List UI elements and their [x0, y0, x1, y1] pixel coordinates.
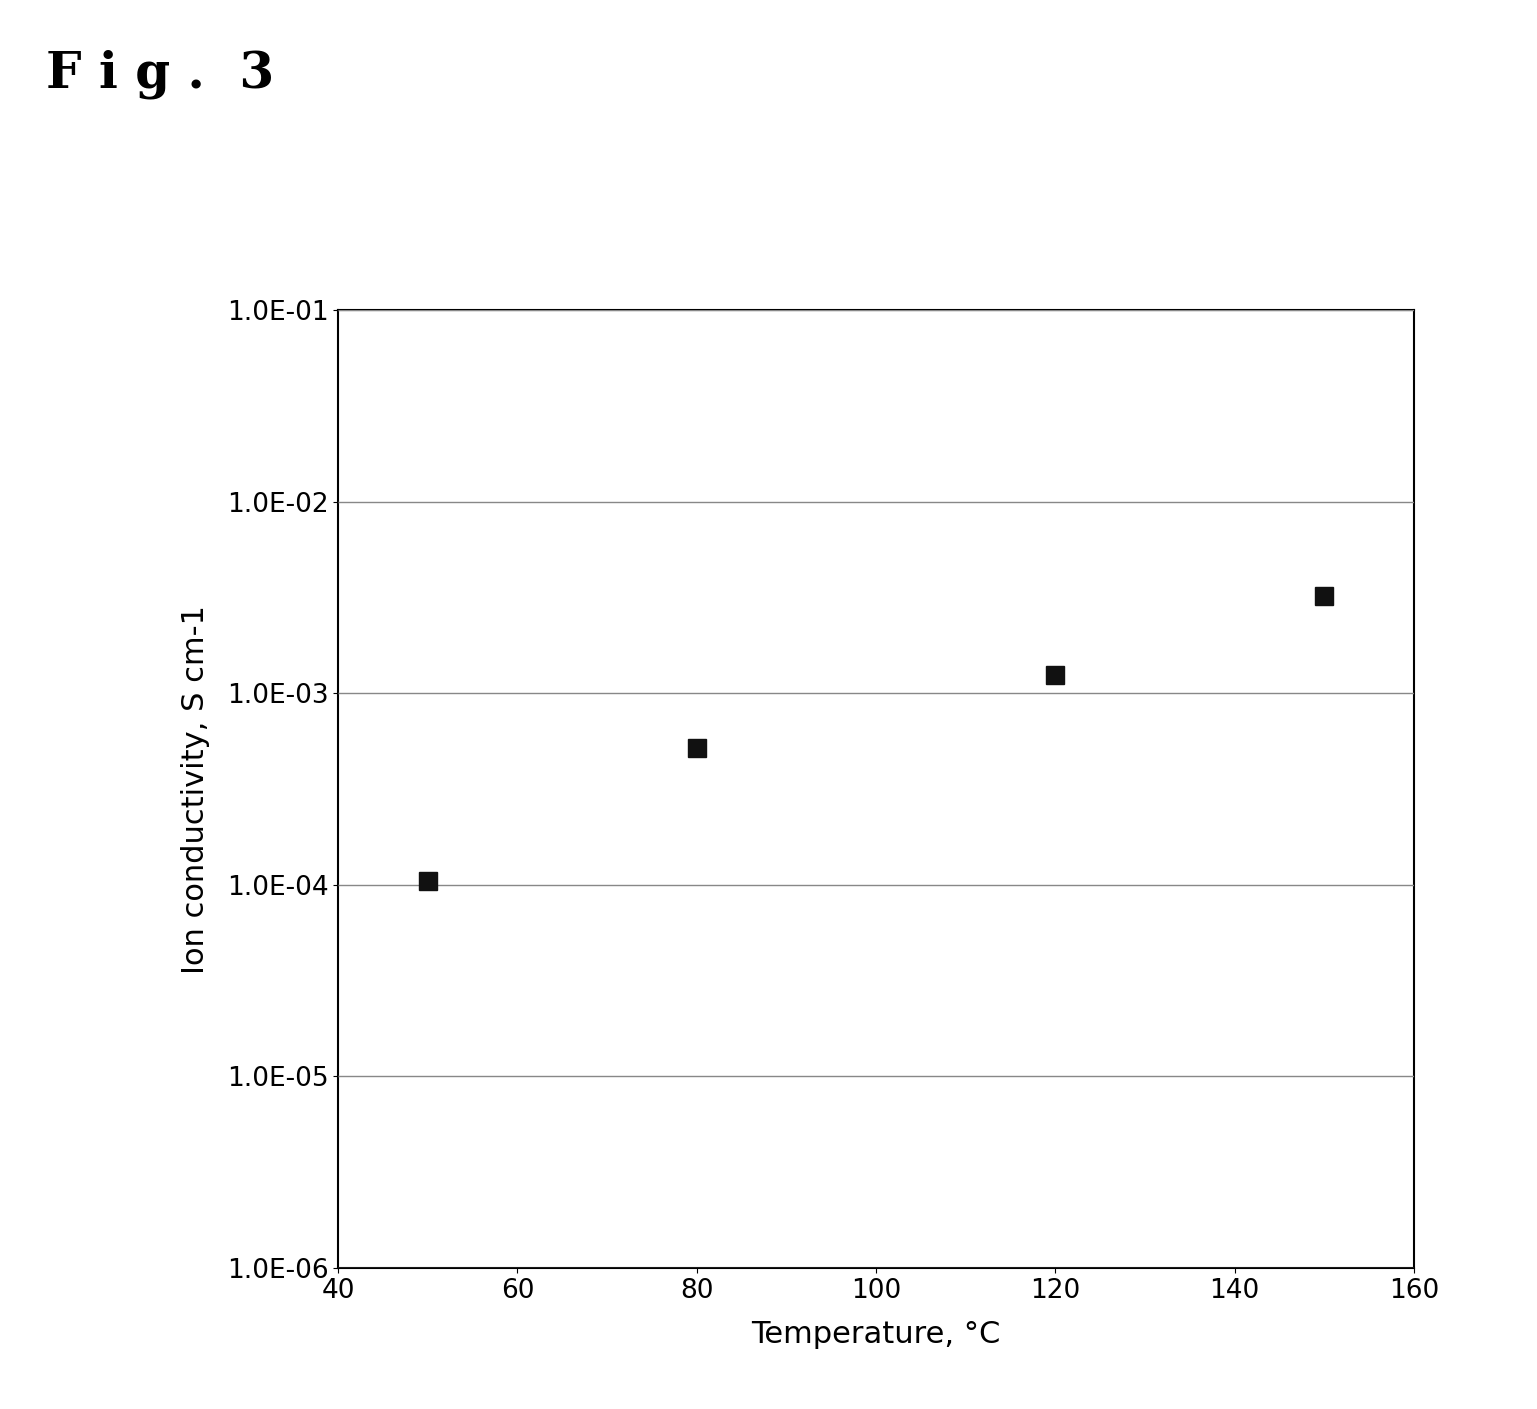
Y-axis label: Ion conductivity, S cm-1: Ion conductivity, S cm-1 [181, 604, 211, 974]
Text: F i g .  3: F i g . 3 [46, 49, 275, 99]
X-axis label: Temperature, °C: Temperature, °C [752, 1320, 1001, 1350]
